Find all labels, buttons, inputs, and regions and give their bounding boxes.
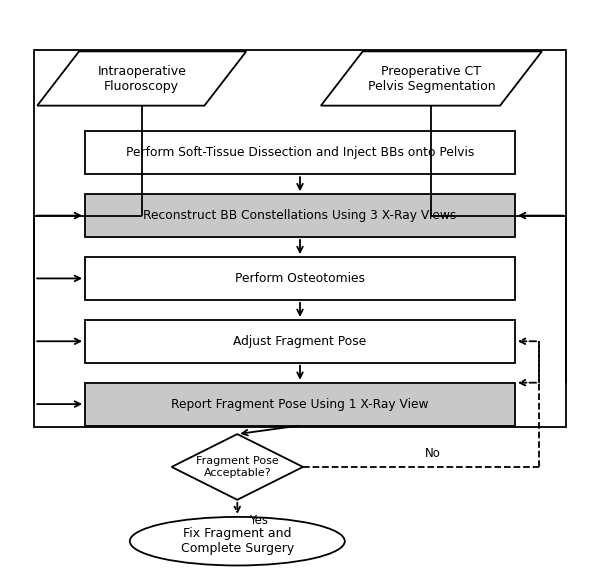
- Text: Preoperative CT
Pelvis Segmentation: Preoperative CT Pelvis Segmentation: [368, 64, 495, 92]
- Bar: [85, 320, 515, 363]
- Text: Fix Fragment and
Complete Surgery: Fix Fragment and Complete Surgery: [181, 527, 294, 555]
- Ellipse shape: [130, 517, 345, 565]
- Text: Report Fragment Pose Using 1 X-Ray View: Report Fragment Pose Using 1 X-Ray View: [171, 398, 429, 410]
- Bar: [85, 383, 515, 425]
- Text: Yes: Yes: [249, 514, 268, 527]
- Bar: [34, 50, 566, 427]
- Bar: [85, 257, 515, 300]
- Text: Adjust Fragment Pose: Adjust Fragment Pose: [233, 335, 367, 348]
- Bar: [85, 194, 515, 237]
- Bar: [85, 131, 515, 174]
- Text: Perform Osteotomies: Perform Osteotomies: [235, 272, 365, 285]
- Text: Perform Soft-Tissue Dissection and Inject BBs onto Pelvis: Perform Soft-Tissue Dissection and Injec…: [126, 146, 474, 159]
- Polygon shape: [172, 434, 303, 500]
- Text: No: No: [425, 447, 440, 460]
- Polygon shape: [321, 51, 542, 106]
- Text: Reconstruct BB Constellations Using 3 X-Ray Views: Reconstruct BB Constellations Using 3 X-…: [143, 209, 457, 222]
- Text: Fragment Pose
Acceptable?: Fragment Pose Acceptable?: [196, 456, 278, 478]
- Polygon shape: [37, 51, 246, 106]
- Text: Intraoperative
Fluoroscopy: Intraoperative Fluoroscopy: [97, 64, 186, 92]
